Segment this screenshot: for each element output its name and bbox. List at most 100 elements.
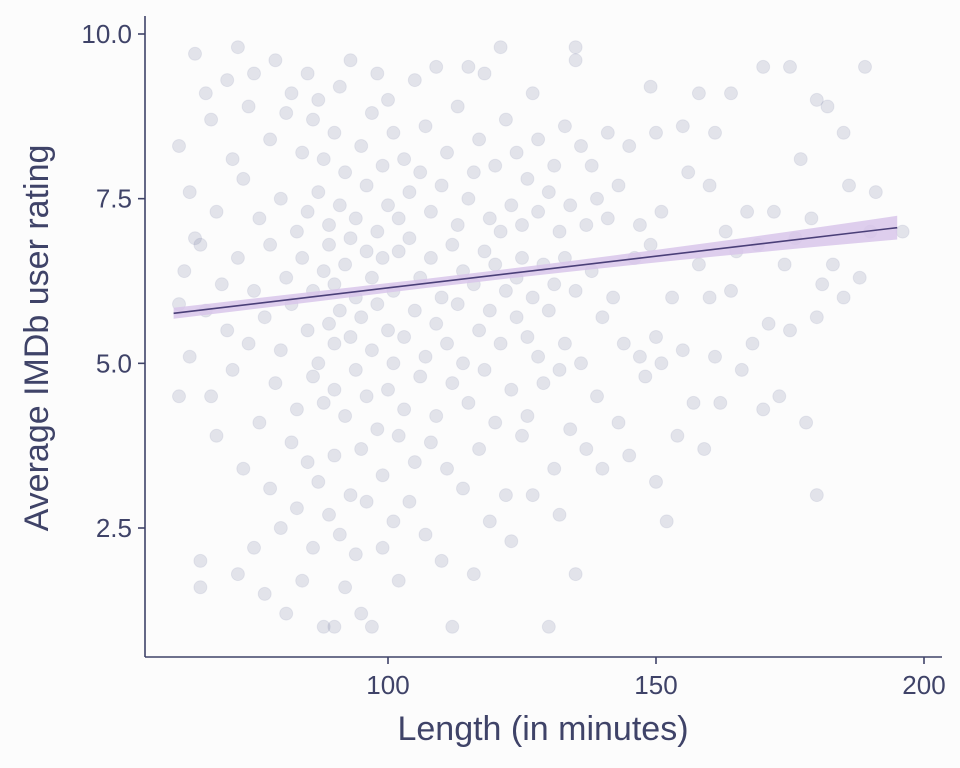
scatter-point <box>348 547 363 562</box>
scatter-point <box>257 586 272 601</box>
scatter-point <box>381 92 395 107</box>
scatter-point <box>279 270 294 285</box>
ticks-layer: 100 150 200 2.5 5.0 7.5 10.0 <box>81 19 945 700</box>
scatter-point <box>182 349 197 364</box>
y-tick-label: 10.0 <box>81 19 132 49</box>
scatter-point <box>193 237 208 252</box>
scatter-point <box>590 389 604 404</box>
y-tick-label: 5.0 <box>96 348 132 378</box>
scatter-point <box>504 534 519 549</box>
scatter-point <box>450 218 465 232</box>
scatter-point <box>622 448 637 463</box>
scatter-point <box>364 270 379 285</box>
scatter-point <box>279 106 294 120</box>
scatter-point <box>230 40 245 55</box>
scatter-point <box>214 277 229 292</box>
scatter-point <box>230 250 245 265</box>
scatter-point <box>461 395 476 410</box>
scatter-point <box>188 46 202 61</box>
scatter-point <box>343 231 358 246</box>
trend-line <box>173 226 898 315</box>
scatter-point <box>809 310 824 325</box>
scatter-point <box>552 362 567 377</box>
scatter-point <box>343 53 358 68</box>
scatter-point <box>402 494 417 509</box>
trend-layer <box>173 215 898 319</box>
scatter-point <box>311 356 326 371</box>
scatter-point <box>327 336 342 351</box>
scatter-point <box>338 165 353 180</box>
scatter-point <box>236 461 251 476</box>
scatter-point <box>493 224 508 239</box>
scatter-point <box>445 619 460 634</box>
scatter-point <box>600 125 615 140</box>
scatter-point <box>407 455 422 470</box>
scatter-point <box>836 125 851 140</box>
scatter-point <box>241 99 256 114</box>
scatter-point <box>654 356 669 371</box>
scatter-point <box>338 409 353 423</box>
scatter-point <box>606 290 621 305</box>
x-tick-label: 150 <box>634 670 677 700</box>
scatter-point <box>279 606 294 621</box>
scatter-point <box>670 428 685 443</box>
scatter-point <box>552 507 567 522</box>
scatter-point <box>574 356 588 371</box>
scatter-point <box>343 488 358 503</box>
scatter-point <box>740 204 755 219</box>
scatter-point <box>456 356 470 371</box>
scatter-point <box>252 211 267 226</box>
scatter-point <box>204 389 219 404</box>
scatter-point <box>675 119 690 134</box>
scatter-point <box>611 415 626 430</box>
scatter-point <box>434 178 449 193</box>
scatter-point <box>429 409 444 423</box>
scatter-point <box>632 218 647 232</box>
y-tick-label: 7.5 <box>96 184 132 214</box>
scatter-point <box>198 86 213 101</box>
scatter-point <box>263 237 278 252</box>
scatter-point <box>306 112 320 127</box>
scatter-point <box>348 211 363 226</box>
scatter-point <box>381 382 395 397</box>
scatter-point <box>590 191 604 206</box>
scatter-point <box>375 540 390 555</box>
scatter-point <box>391 211 406 226</box>
scatter-point <box>643 79 658 94</box>
scatter-point <box>515 250 529 265</box>
scatter-point <box>761 316 776 331</box>
scatter-point <box>177 264 192 279</box>
scatter-point <box>359 389 374 404</box>
scatter-point <box>263 481 278 496</box>
y-axis-title: Average IMDb user rating <box>18 145 56 532</box>
scatter-point <box>241 336 256 351</box>
scatter-point <box>579 442 594 456</box>
scatter-point <box>273 343 288 358</box>
scatter-point <box>809 92 824 107</box>
scatter-point <box>466 567 481 582</box>
scatter-point <box>268 376 283 391</box>
scatter-point <box>622 139 637 153</box>
x-tick-label: 200 <box>902 670 945 700</box>
scatter-point <box>397 152 412 167</box>
scatter-point <box>375 250 390 265</box>
scatter-point <box>407 303 422 318</box>
scatter-point <box>306 540 320 555</box>
scatter-point <box>322 218 336 232</box>
scatter-point <box>327 382 342 397</box>
scatter-point <box>230 567 245 582</box>
scatter-point <box>445 376 460 391</box>
scatter-point <box>697 442 712 456</box>
scatter-point <box>525 290 540 305</box>
scatter-point <box>423 435 438 450</box>
scatter-point <box>477 362 492 377</box>
scatter-point <box>515 428 529 443</box>
scatter-point <box>482 514 497 529</box>
scatter-point <box>531 132 546 147</box>
scatter-point <box>681 165 696 180</box>
scatter-point <box>354 310 369 325</box>
scatter-point <box>311 474 326 489</box>
scatter-point <box>632 349 647 364</box>
scatter-point <box>440 336 454 351</box>
scatter-point <box>359 494 374 509</box>
